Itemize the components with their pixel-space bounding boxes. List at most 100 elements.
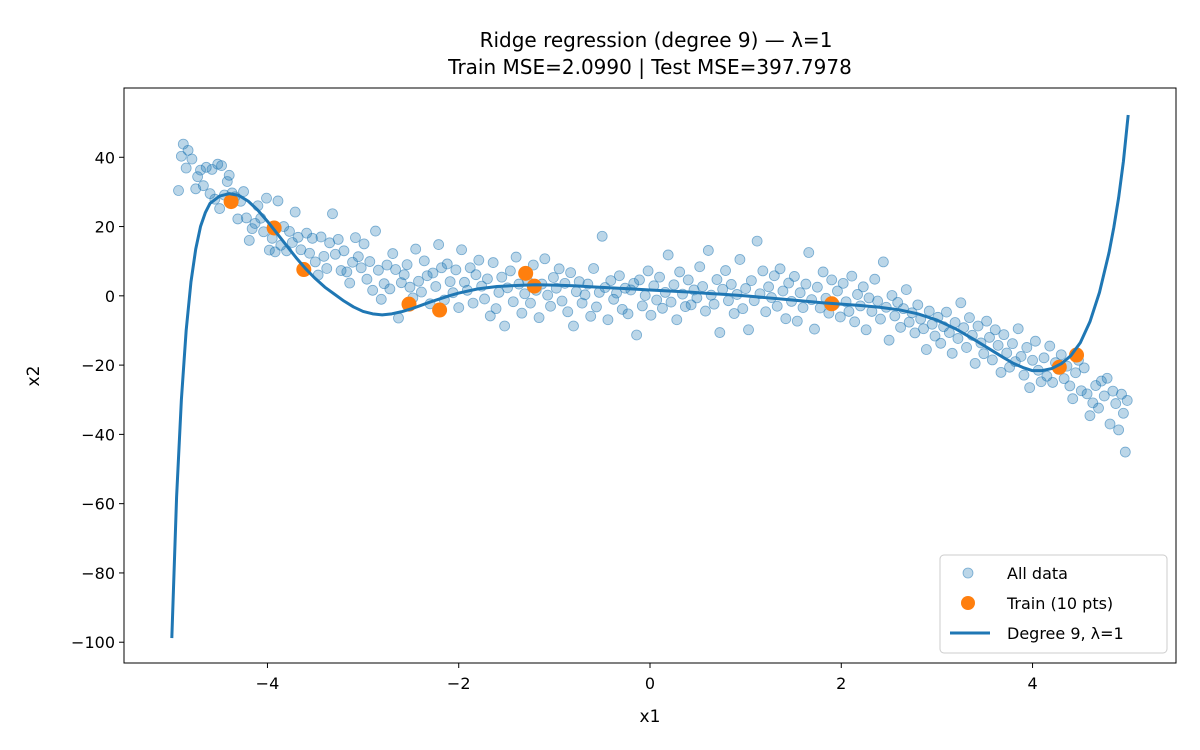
data-point (344, 277, 356, 289)
data-point (955, 297, 967, 309)
data-point (186, 153, 198, 165)
data-point (504, 265, 516, 277)
data-point (367, 284, 379, 296)
data-point (923, 305, 935, 317)
data-point (751, 235, 763, 247)
legend-all-data-label: All data (1007, 564, 1068, 583)
data-point (889, 310, 901, 322)
data-point (370, 225, 381, 237)
data-point (484, 310, 496, 322)
data-point (545, 300, 556, 312)
data-point (1110, 398, 1122, 409)
data-point (674, 266, 686, 278)
data-point (309, 256, 321, 268)
data-point (527, 259, 539, 271)
data-point (832, 285, 843, 297)
data-point (651, 294, 663, 306)
data-point (1007, 338, 1018, 350)
train-point (518, 265, 534, 281)
data-point (1113, 424, 1125, 436)
data-point (645, 309, 657, 321)
data-point (895, 321, 906, 333)
data-point (714, 327, 726, 338)
data-point (791, 315, 803, 327)
data-point (694, 261, 706, 273)
data-point (883, 334, 895, 346)
data-point (1021, 342, 1033, 353)
data-point (811, 281, 823, 293)
data-point (292, 231, 304, 243)
data-point (490, 303, 502, 315)
data-point (482, 273, 493, 285)
data-point (608, 293, 620, 305)
data-point (972, 320, 984, 332)
data-point (304, 247, 315, 259)
data-point (516, 307, 528, 319)
train-point (296, 262, 312, 278)
data-point (685, 299, 697, 311)
data-point (995, 366, 1007, 378)
data-point (542, 289, 554, 301)
data-point (984, 331, 995, 343)
data-point (479, 293, 490, 305)
data-point (200, 161, 212, 173)
data-point (565, 267, 577, 279)
data-point (886, 290, 898, 301)
data-point (1078, 362, 1090, 374)
data-point (725, 278, 737, 290)
x-axis-label: x1 (640, 707, 661, 727)
data-point (1081, 388, 1093, 400)
data-point (436, 262, 447, 274)
data-point (743, 324, 754, 336)
data-point (553, 263, 565, 275)
data-point (450, 264, 462, 276)
data-point (588, 263, 599, 274)
data-point (327, 208, 338, 220)
data-point (780, 313, 792, 325)
data-point (777, 285, 789, 297)
data-point (321, 263, 333, 274)
fit-line (170, 114, 1130, 639)
data-point (702, 245, 714, 256)
y-tick-label: −100 (71, 633, 115, 652)
data-point (548, 272, 559, 283)
data-point (875, 313, 886, 325)
data-point (642, 265, 654, 277)
data-point (398, 269, 410, 281)
data-point (355, 262, 367, 274)
data-point (605, 275, 617, 286)
data-point (789, 271, 800, 282)
data-point (740, 283, 752, 294)
data-point (1044, 340, 1056, 352)
data-point (981, 315, 993, 327)
data-point (381, 259, 393, 271)
data-point (180, 162, 192, 174)
data-point (421, 270, 433, 282)
data-point (837, 277, 849, 289)
data-point (622, 308, 634, 320)
data-point (989, 324, 1001, 336)
data-point (992, 339, 1004, 351)
data-point (223, 169, 235, 181)
chart-subtitle: Train MSE=2.0990 | Test MSE=397.7978 (447, 55, 852, 79)
data-point (410, 243, 422, 255)
data-point (1064, 380, 1076, 392)
legend: All data Train (10 pts) Degree 9, λ=1 (939, 554, 1168, 654)
x-tick-label: −2 (447, 674, 471, 693)
data-point (519, 288, 531, 300)
data-point (1121, 395, 1133, 406)
data-point (306, 232, 318, 244)
data-point (602, 314, 614, 326)
data-point (935, 337, 947, 349)
data-point (246, 223, 258, 235)
data-point (946, 347, 958, 359)
data-point (662, 249, 674, 261)
data-point (441, 258, 453, 270)
data-point (289, 206, 301, 218)
data-point (467, 297, 479, 309)
data-point (347, 256, 358, 268)
legend-train-marker (961, 596, 975, 610)
legend-fit-line-label: Degree 9, λ=1 (1007, 624, 1124, 643)
data-point (634, 274, 645, 286)
data-point (964, 312, 975, 324)
